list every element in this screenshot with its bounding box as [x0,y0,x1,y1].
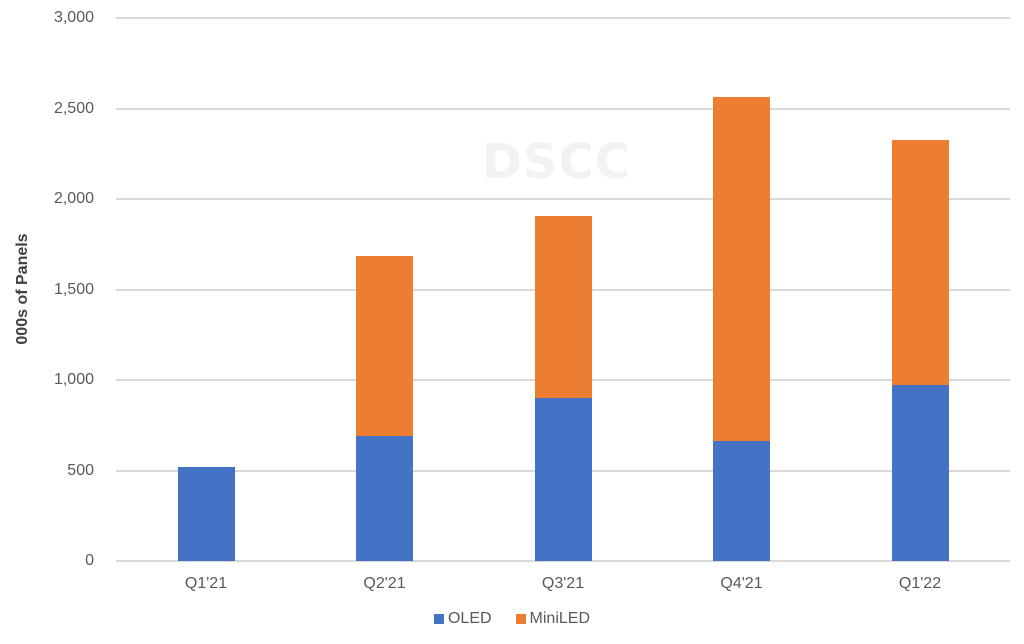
bar-segment-oled [356,436,413,561]
x-tick-label: Q2'21 [363,575,406,592]
legend-label: MiniLED [529,610,591,627]
y-tick-label: 500 [67,461,94,479]
x-tick-label: Q1'21 [184,575,228,592]
legend-swatch-icon [433,614,444,624]
legend-item-oled: OLED [433,610,492,628]
legend-swatch-icon [515,614,526,624]
y-tick-label: 1,500 [53,280,94,298]
y-tick-label: 3,000 [53,9,94,26]
x-tick-label: Q4'21 [720,575,763,592]
bar-segment-oled [534,398,592,561]
gridline [116,560,1010,562]
legend: OLED MiniLED [0,610,1024,628]
y-tick-label: 2,500 [53,99,94,117]
y-tick-label: 0 [85,552,94,569]
bar-segment-miniled [891,140,949,386]
gridline [116,17,1010,19]
gridline [116,198,1010,200]
gridline [116,107,1010,110]
bar-segment-miniled [534,216,592,399]
y-tick-label: 1,000 [53,371,94,388]
y-axis-title: 000s of Panels [14,233,31,345]
legend-label: OLED [447,610,492,627]
bar-segment-oled [713,440,770,561]
legend-item-miniled: MiniLED [515,610,591,628]
bar-segment-miniled [713,96,770,441]
watermark: DSCC [482,134,631,190]
x-tick-label: Q1'22 [898,575,942,592]
bar-segment-miniled [356,256,413,437]
bar-segment-oled [891,385,949,561]
y-tick-label: 2,000 [53,190,94,207]
bar-segment-oled [177,466,235,561]
x-tick-label: Q3'21 [541,575,585,592]
